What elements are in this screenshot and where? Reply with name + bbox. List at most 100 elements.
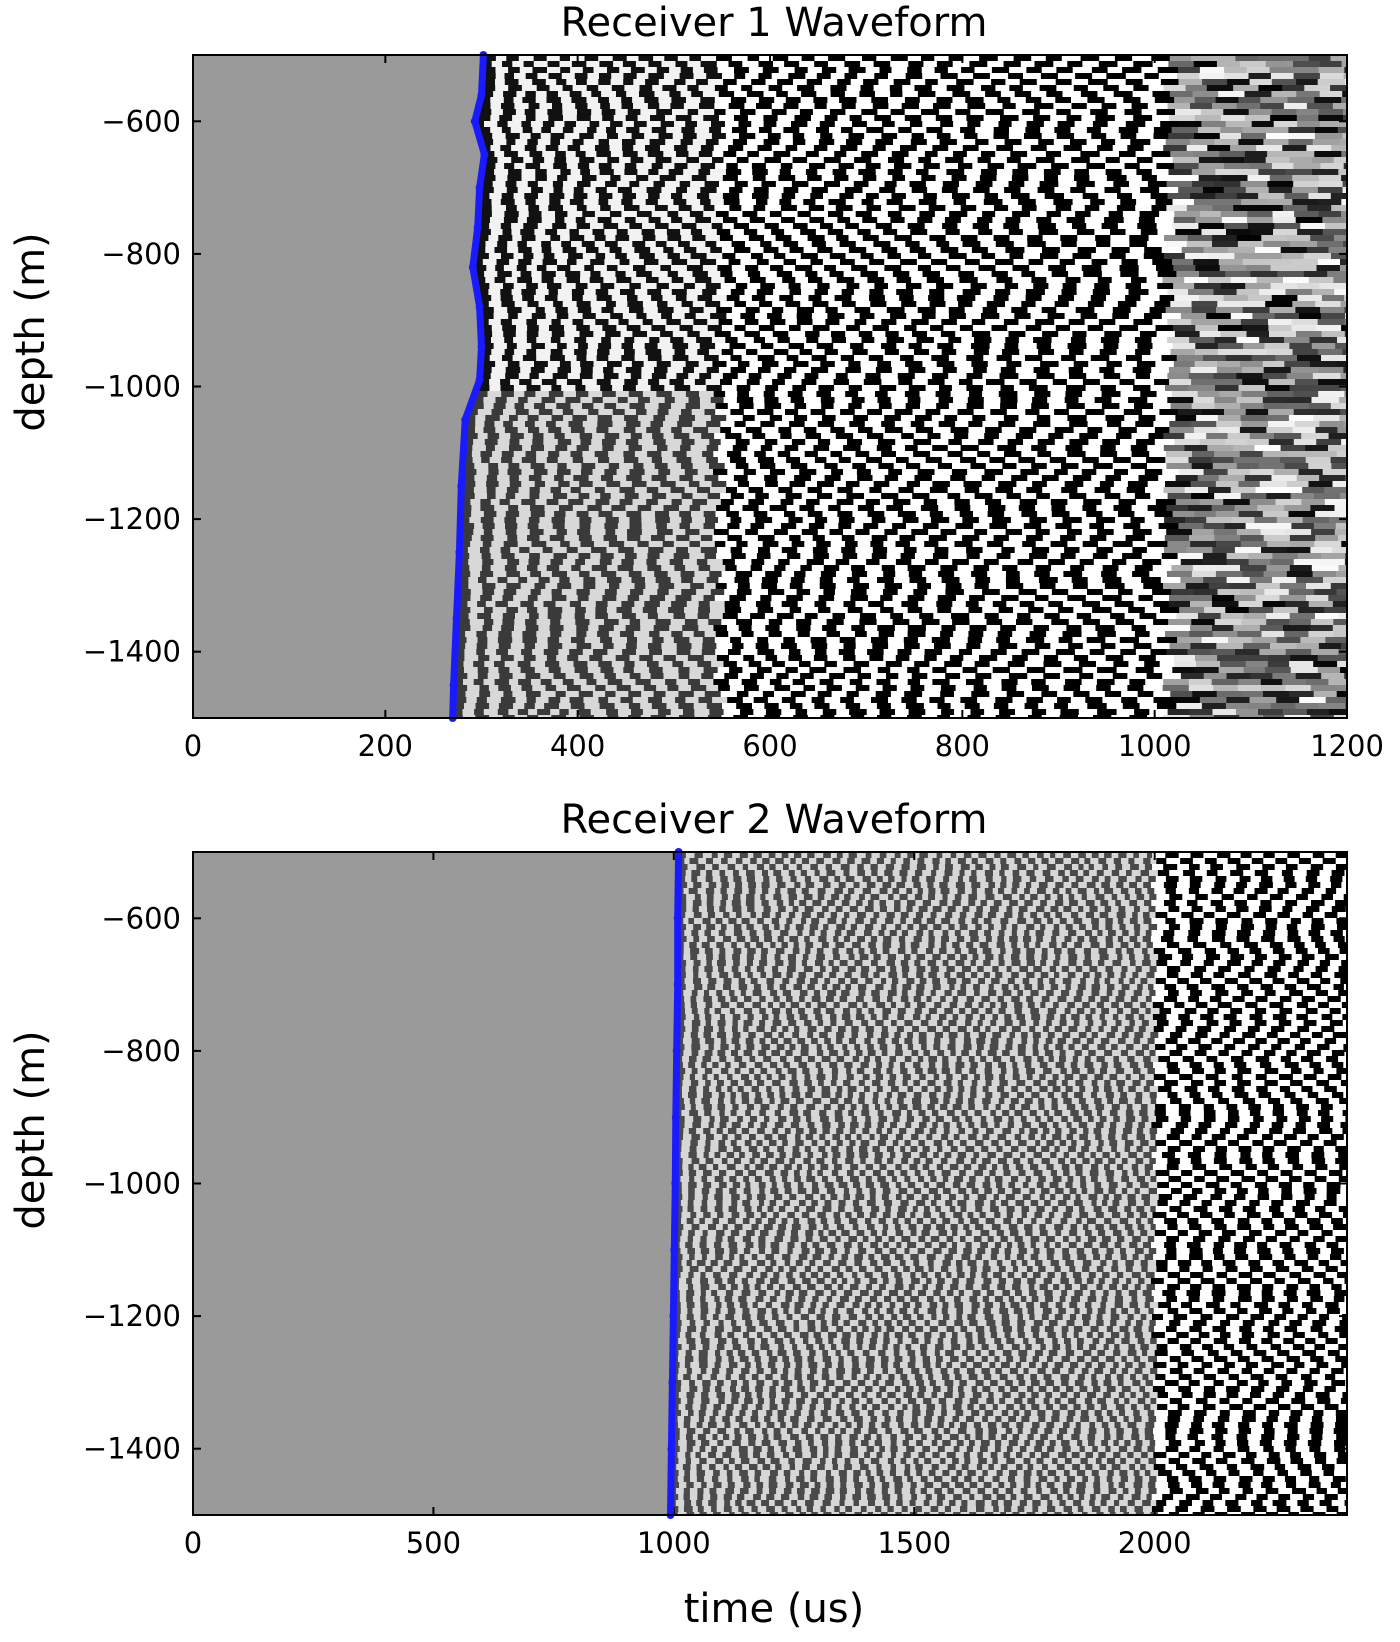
waveform-cell	[824, 265, 837, 272]
waveform-cell	[971, 247, 989, 254]
waveform-cell	[1309, 337, 1338, 344]
waveform-cell	[1128, 313, 1145, 320]
waveform-cell	[659, 553, 675, 560]
waveform-cell	[1001, 427, 1020, 434]
waveform-cell	[713, 529, 730, 536]
waveform-cell	[971, 343, 991, 350]
waveform-cell	[1217, 301, 1240, 308]
waveform-cell	[1048, 559, 1066, 566]
waveform-cell	[1287, 97, 1315, 104]
waveform-cell	[1020, 469, 1040, 476]
waveform-cell	[557, 343, 568, 350]
waveform-cell	[683, 169, 699, 176]
waveform-cell	[1090, 109, 1109, 116]
waveform-cell	[1237, 241, 1264, 248]
waveform-cell	[596, 151, 612, 158]
waveform-cell	[848, 403, 863, 410]
waveform-cell	[1303, 253, 1332, 260]
waveform-cell	[667, 463, 682, 470]
waveform-cell	[481, 343, 495, 350]
waveform-cell	[1202, 409, 1225, 416]
waveform-cell	[616, 127, 627, 134]
waveform-cell	[558, 499, 569, 506]
waveform-cell	[1076, 241, 1097, 248]
waveform-cell	[849, 115, 863, 122]
waveform-cell	[1104, 97, 1124, 104]
waveform-cell	[513, 253, 524, 260]
waveform-cell	[508, 463, 520, 470]
waveform-cell	[464, 439, 474, 446]
waveform-cell	[829, 271, 845, 278]
waveform-cell	[692, 139, 707, 146]
waveform-cell	[739, 133, 756, 140]
waveform-cell	[739, 193, 753, 200]
waveform-cell	[1202, 79, 1228, 86]
waveform-cell	[570, 265, 585, 272]
waveform-cell	[480, 181, 494, 188]
waveform-cell	[625, 505, 639, 512]
waveform-cell	[713, 469, 728, 476]
waveform-cell	[1314, 493, 1341, 500]
waveform-cell	[1226, 559, 1250, 566]
waveform-cell	[1152, 343, 1174, 350]
waveform-cell	[860, 253, 875, 260]
waveform-cell	[1046, 481, 1066, 488]
waveform-cell	[541, 277, 555, 284]
waveform-cell	[741, 169, 753, 176]
waveform-cell	[694, 571, 710, 578]
waveform-cell	[1008, 73, 1024, 80]
waveform-cell	[732, 271, 749, 278]
waveform-cell	[1246, 331, 1270, 338]
waveform-cell	[830, 439, 848, 446]
waveform-cell	[602, 325, 617, 332]
waveform-cell	[562, 187, 575, 194]
waveform-cell	[654, 463, 669, 470]
waveform-cell	[629, 469, 646, 476]
waveform-cell	[830, 73, 845, 80]
waveform-cell	[1236, 235, 1262, 242]
waveform-cell	[1086, 103, 1102, 110]
waveform-cell	[1230, 313, 1253, 320]
waveform-cell	[745, 73, 759, 80]
waveform-cell	[715, 343, 730, 350]
waveform-cell	[525, 115, 536, 122]
waveform-cell	[1319, 475, 1346, 482]
waveform-cell	[522, 127, 533, 134]
waveform-cell	[758, 73, 773, 80]
waveform-cell	[1344, 391, 1347, 398]
waveform-cell	[578, 535, 593, 542]
waveform-cell	[686, 199, 701, 206]
waveform-cell	[491, 367, 507, 374]
waveform-cell	[992, 217, 1006, 224]
waveform-cell	[1248, 553, 1273, 560]
waveform-cell	[618, 373, 632, 380]
waveform-cell	[505, 493, 516, 500]
waveform-cell	[472, 457, 482, 464]
waveform-cell	[960, 445, 980, 452]
waveform-cell	[1172, 511, 1195, 518]
waveform-cell	[747, 271, 761, 278]
waveform-cell	[1086, 331, 1105, 338]
waveform-cell	[707, 271, 721, 278]
waveform-cell	[1017, 565, 1037, 572]
waveform-cell	[1175, 415, 1197, 422]
waveform-cell	[672, 133, 684, 140]
waveform-cell	[459, 547, 469, 554]
waveform-cell	[1340, 493, 1347, 500]
waveform-cell	[898, 331, 913, 338]
waveform-cell	[888, 73, 907, 80]
waveform-cell	[923, 193, 938, 200]
waveform-cell	[683, 559, 698, 566]
waveform-cell	[624, 553, 638, 560]
waveform-cell	[844, 313, 861, 320]
waveform-cell	[1185, 547, 1213, 554]
waveform-cell	[554, 433, 566, 440]
waveform-cell	[526, 217, 543, 224]
waveform-cell	[826, 457, 840, 464]
waveform-cell	[1263, 139, 1290, 146]
waveform-cell	[612, 421, 627, 428]
waveform-cell	[1337, 337, 1347, 344]
waveform-cell	[941, 349, 957, 356]
waveform-cell	[1016, 463, 1032, 470]
waveform-cell	[858, 169, 877, 176]
